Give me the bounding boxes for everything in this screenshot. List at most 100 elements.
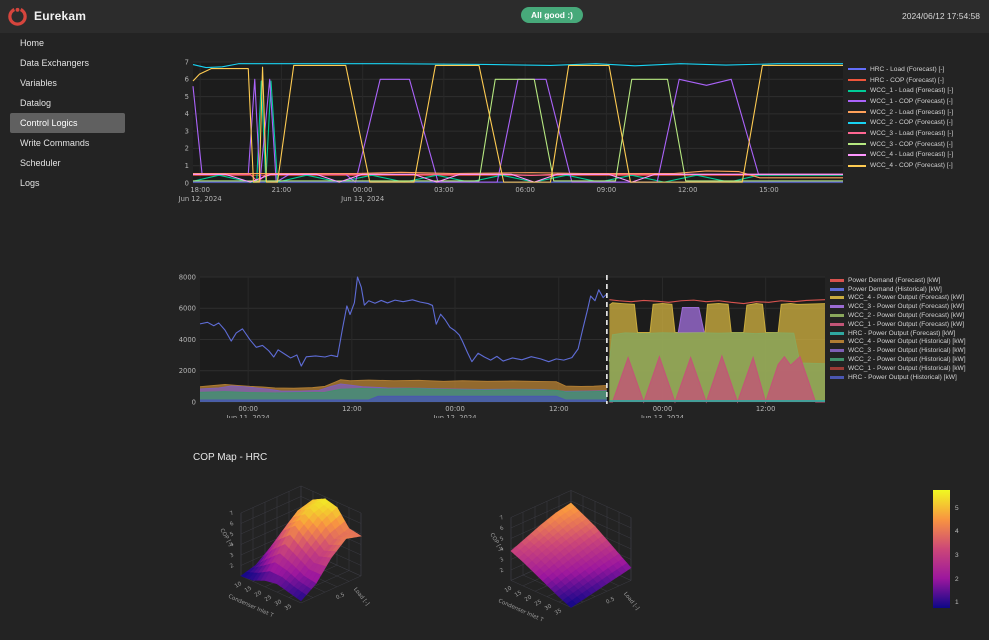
legend-label: WCC_3 - Power Output (Historical) [kW] — [848, 347, 966, 355]
legend-item[interactable]: HRC - Power Output (Historical) [kW] — [830, 373, 966, 382]
svg-text:Jun 13, 2024: Jun 13, 2024 — [340, 195, 384, 203]
svg-text:00:00: 00:00 — [238, 405, 258, 413]
legend-label: WCC_1 - COP (Forecast) [-] — [870, 97, 953, 105]
legend-item[interactable]: HRC - Load (Forecast) [-] — [848, 64, 953, 75]
sidebar-item-data-exchangers[interactable]: Data Exchangers — [20, 58, 90, 68]
legend-label: HRC - Load (Forecast) [-] — [870, 65, 945, 73]
legend-item[interactable]: WCC_3 - Power Output (Forecast) [kW] — [830, 302, 966, 311]
svg-text:00:00: 00:00 — [445, 405, 465, 413]
legend-label: WCC_1 - Load (Forecast) [-] — [870, 87, 954, 95]
svg-text:12:00: 12:00 — [756, 405, 776, 413]
legend-swatch — [830, 366, 844, 370]
svg-text:2: 2 — [185, 145, 189, 153]
legend-item[interactable]: WCC_2 - Power Output (Historical) [kW] — [830, 355, 966, 364]
sidebar-item-datalog[interactable]: Datalog — [20, 98, 52, 108]
legend-swatch — [830, 322, 844, 326]
legend-label: WCC_4 - Power Output (Forecast) [kW] — [848, 294, 965, 302]
cop-map-surface-left[interactable] — [183, 470, 423, 638]
legend-swatch — [848, 100, 866, 103]
legend-label: WCC_3 - Power Output (Forecast) [kW] — [848, 303, 965, 311]
legend-item[interactable]: WCC_3 - Power Output (Historical) [kW] — [830, 346, 966, 355]
legend-item[interactable]: WCC_2 - Load (Forecast) [-] — [848, 107, 953, 118]
legend-item[interactable]: WCC_4 - COP (Forecast) [-] — [848, 160, 953, 171]
legend-item[interactable]: Power Demand (Forecast) [kW] — [830, 276, 966, 285]
legend-swatch — [830, 349, 844, 353]
load-cop-legend: HRC - Load (Forecast) [-] HRC - COP (Fore… — [848, 64, 953, 171]
legend-item[interactable]: WCC_3 - Load (Forecast) [-] — [848, 128, 953, 139]
legend-label: HRC - Power Output (Historical) [kW] — [848, 373, 957, 381]
legend-swatch — [848, 164, 866, 167]
svg-text:Jun 12, 2024: Jun 12, 2024 — [432, 414, 476, 418]
sidebar-item-scheduler[interactable]: Scheduler — [20, 158, 61, 168]
sidebar-item-variables[interactable]: Variables — [20, 78, 57, 88]
sidebar-nav: Home Data Exchangers Variables Datalog Contr… — [0, 33, 180, 640]
legend-swatch — [830, 287, 844, 291]
power-legend: Power Demand (Forecast) [kW] Power Demand… — [830, 276, 966, 382]
svg-text:06:00: 06:00 — [515, 186, 535, 194]
sidebar-item-write-commands[interactable]: Write Commands — [20, 138, 90, 148]
legend-label: WCC_4 - Power Output (Historical) [kW] — [848, 338, 966, 346]
svg-text:2000: 2000 — [179, 367, 196, 375]
power-demand-output-chart[interactable]: 0 2000 4000 6000 8000 00:00 Jun 11, 2024 12:00 0… — [158, 268, 850, 422]
cop-map-title: COP Map - HRC — [193, 452, 268, 463]
svg-text:7: 7 — [185, 58, 189, 66]
svg-text:4000: 4000 — [179, 336, 196, 344]
legend-swatch — [830, 296, 844, 300]
svg-text:21:00: 21:00 — [272, 186, 292, 194]
legend-item[interactable]: Power Demand (Historical) [kW] — [830, 285, 966, 294]
svg-text:Jun 12, 2024: Jun 12, 2024 — [178, 195, 222, 203]
legend-label: WCC_1 - Power Output (Forecast) [kW] — [848, 320, 965, 328]
svg-text:5: 5 — [185, 93, 189, 101]
legend-label: WCC_3 - Load (Forecast) [-] — [870, 129, 954, 137]
svg-text:1: 1 — [185, 162, 189, 170]
colorbar-tick: 4 — [955, 528, 959, 536]
status-badge: All good :) — [521, 7, 584, 23]
sidebar-item-logs[interactable]: Logs — [20, 178, 40, 188]
legend-swatch — [830, 331, 844, 335]
legend-item[interactable]: WCC_2 - Power Output (Forecast) [kW] — [830, 311, 966, 320]
legend-item[interactable]: WCC_2 - COP (Forecast) [-] — [848, 117, 953, 128]
colorbar-tick: 2 — [955, 575, 959, 583]
legend-item[interactable]: HRC - Power Output (Forecast) [kW] — [830, 329, 966, 338]
legend-label: WCC_2 - Load (Forecast) [-] — [870, 108, 954, 116]
legend-item[interactable]: WCC_4 - Load (Forecast) [-] — [848, 150, 953, 161]
legend-swatch — [848, 121, 866, 124]
svg-text:15:00: 15:00 — [759, 186, 779, 194]
svg-text:09:00: 09:00 — [597, 186, 617, 194]
load-cop-forecast-chart[interactable]: 0 1 2 3 4 5 6 7 18:00 Jun 12, 2024 21:00 00:00 Jun 1… — [148, 55, 854, 207]
legend-swatch — [848, 132, 866, 135]
legend-swatch — [848, 68, 866, 71]
legend-item[interactable]: WCC_4 - Power Output (Forecast) [kW] — [830, 294, 966, 303]
svg-text:00:00: 00:00 — [353, 186, 373, 194]
sidebar-item-home[interactable]: Home — [20, 38, 45, 48]
svg-text:18:00: 18:00 — [190, 186, 210, 194]
sidebar-item-control-logics[interactable]: Control Logics — [10, 113, 125, 133]
legend-swatch — [830, 314, 844, 318]
svg-text:3: 3 — [185, 127, 189, 135]
cop-map-surface-right[interactable] — [448, 482, 698, 634]
svg-text:6000: 6000 — [179, 305, 196, 313]
eurekam-logo-icon — [8, 6, 27, 26]
legend-label: WCC_2 - Power Output (Forecast) [kW] — [848, 312, 965, 320]
legend-item[interactable]: WCC_1 - Power Output (Historical) [kW] — [830, 364, 966, 373]
svg-text:4: 4 — [185, 110, 189, 118]
legend-item[interactable]: WCC_1 - Power Output (Forecast) [kW] — [830, 320, 966, 329]
legend-item[interactable]: WCC_1 - COP (Forecast) [-] — [848, 96, 953, 107]
legend-label: WCC_3 - COP (Forecast) [-] — [870, 140, 953, 148]
svg-text:8000: 8000 — [179, 273, 196, 281]
legend-item[interactable]: WCC_4 - Power Output (Historical) [kW] — [830, 338, 966, 347]
svg-text:12:00: 12:00 — [342, 405, 362, 413]
legend-item[interactable]: WCC_1 - Load (Forecast) [-] — [848, 85, 953, 96]
legend-swatch — [830, 375, 844, 379]
colorbar-tick: 1 — [955, 599, 959, 607]
legend-swatch — [848, 153, 866, 156]
cop-colorbar: 5 4 3 2 1 — [933, 490, 959, 608]
legend-swatch — [830, 278, 844, 282]
svg-text:6: 6 — [185, 76, 189, 84]
legend-label: WCC_4 - Load (Forecast) [-] — [870, 151, 954, 159]
legend-item[interactable]: HRC - COP (Forecast) [-] — [848, 75, 953, 86]
legend-swatch — [830, 340, 844, 344]
app-title: Eurekam — [34, 9, 87, 23]
legend-item[interactable]: WCC_3 - COP (Forecast) [-] — [848, 139, 953, 150]
